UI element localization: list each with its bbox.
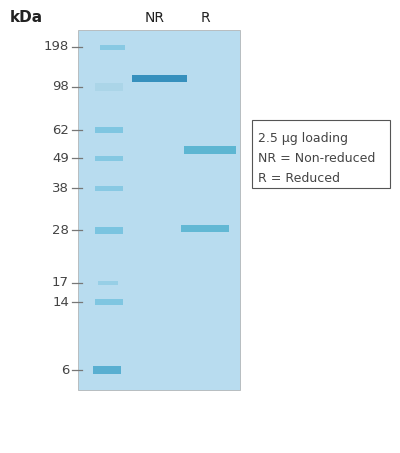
Bar: [95, 299, 123, 305]
Bar: [98, 281, 118, 285]
Text: R: R: [200, 11, 210, 25]
Bar: [132, 74, 187, 82]
Text: R = Reduced: R = Reduced: [258, 172, 340, 185]
Text: 6: 6: [61, 363, 69, 376]
Text: NR: NR: [145, 11, 165, 25]
Bar: [95, 226, 123, 233]
Text: 28: 28: [52, 223, 69, 236]
Text: 198: 198: [44, 40, 69, 53]
Text: 14: 14: [52, 295, 69, 308]
Text: 17: 17: [52, 276, 69, 289]
Text: 49: 49: [52, 151, 69, 164]
Bar: [252, 120, 390, 188]
Bar: [95, 127, 123, 133]
Text: 98: 98: [52, 81, 69, 93]
Bar: [95, 185, 123, 191]
Bar: [78, 30, 240, 390]
Bar: [95, 83, 123, 91]
Bar: [184, 146, 236, 154]
Text: NR = Non-reduced: NR = Non-reduced: [258, 152, 375, 165]
Text: 38: 38: [52, 182, 69, 194]
Bar: [93, 366, 121, 374]
Bar: [100, 44, 125, 49]
Text: kDa: kDa: [10, 10, 43, 25]
Bar: [181, 225, 229, 231]
Bar: [95, 155, 123, 160]
Text: 62: 62: [52, 124, 69, 136]
Text: 2.5 μg loading: 2.5 μg loading: [258, 132, 348, 145]
